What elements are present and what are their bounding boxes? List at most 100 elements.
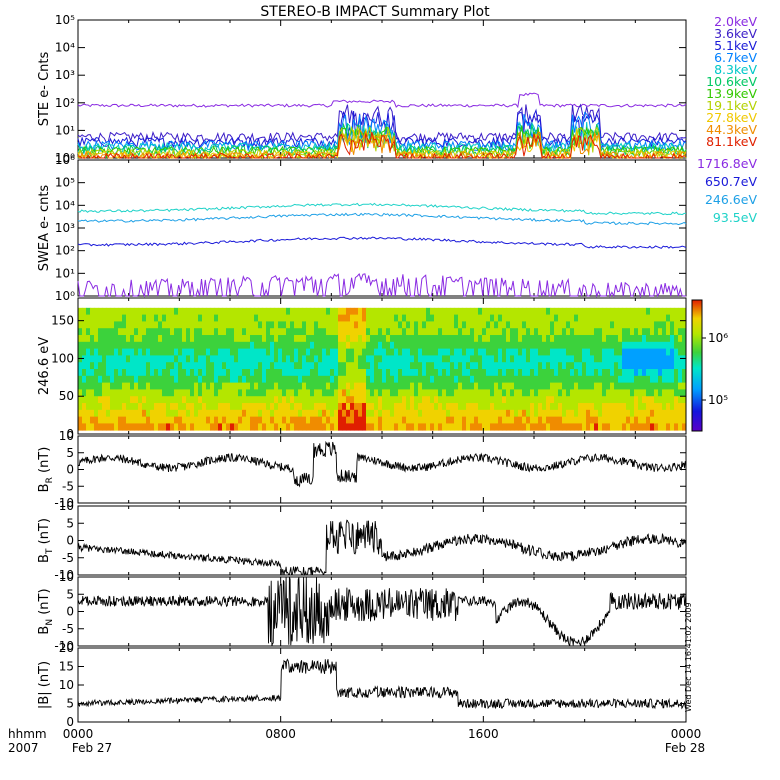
br-y-axis-label: BR (nT): [37, 447, 55, 493]
heatmap-cell: [482, 362, 487, 370]
heatmap-cell: [174, 375, 179, 384]
heatmap-cell: [230, 375, 235, 384]
heatmap-cell: [138, 416, 143, 424]
heatmap-cell: [358, 362, 363, 370]
heatmap-cell: [454, 321, 459, 329]
heatmap-cell: [626, 416, 631, 424]
heatmap-cell: [582, 403, 587, 411]
heatmap-cell: [402, 375, 407, 384]
heatmap-cell: [530, 335, 535, 343]
heatmap-cell: [102, 423, 107, 431]
heatmap-cell: [430, 355, 435, 363]
heatmap-cell: [182, 335, 187, 343]
heatmap-cell: [102, 335, 107, 343]
heatmap-cell: [182, 328, 187, 336]
heatmap-cell: [314, 375, 319, 384]
heatmap-cell: [626, 341, 631, 350]
heatmap-cell: [478, 341, 483, 350]
heatmap-cell: [430, 403, 435, 411]
heatmap-cell: [530, 382, 535, 390]
heatmap-cell: [466, 416, 471, 424]
heatmap-cell: [194, 307, 199, 316]
heatmap-cell: [370, 307, 375, 316]
heatmap-cell: [514, 362, 519, 370]
heatmap-cell: [170, 307, 175, 316]
heatmap-cell: [654, 375, 659, 384]
heatmap-cell: [610, 355, 615, 363]
heatmap-cell: [370, 396, 375, 404]
heatmap-cell: [314, 369, 319, 377]
heatmap-cell: [166, 403, 171, 411]
heatmap-cell: [486, 369, 491, 377]
heatmap-cell: [138, 409, 143, 418]
heatmap-cell: [654, 335, 659, 343]
heatmap-cell: [182, 341, 187, 350]
heatmap-cell: [506, 423, 511, 431]
heatmap-cell: [146, 348, 151, 356]
heatmap-cell: [78, 328, 83, 336]
heatmap-cell: [678, 396, 683, 404]
heatmap-cell: [86, 409, 91, 418]
heatmap-cell: [394, 403, 399, 411]
heatmap-cell: [142, 389, 147, 397]
heatmap-cell: [334, 375, 339, 384]
heatmap-cell: [442, 369, 447, 377]
heatmap-cell: [674, 321, 679, 329]
heatmap-cell: [642, 362, 647, 370]
heatmap-cell: [598, 423, 603, 431]
heatmap-cell: [430, 382, 435, 390]
heatmap-cell: [246, 307, 251, 316]
heatmap-cell: [570, 396, 575, 404]
heatmap-cell: [302, 389, 307, 397]
heatmap-cell: [342, 314, 347, 322]
heatmap-cell: [286, 314, 291, 322]
heatmap-cell: [90, 307, 95, 316]
heatmap-cell: [450, 382, 455, 390]
heatmap-cell: [642, 423, 647, 431]
heatmap-cell: [598, 382, 603, 390]
heatmap-cell: [566, 355, 571, 363]
heatmap-cell: [78, 355, 83, 363]
heatmap-cell: [418, 328, 423, 336]
heatmap-cell: [394, 409, 399, 418]
heatmap-cell: [362, 416, 367, 424]
heatmap-cell: [290, 321, 295, 329]
heatmap-cell: [590, 423, 595, 431]
heatmap-cell: [614, 382, 619, 390]
heatmap-cell: [502, 321, 507, 329]
heatmap-cell: [678, 375, 683, 384]
heatmap-cell: [550, 362, 555, 370]
heatmap-cell: [594, 389, 599, 397]
heatmap-cell: [178, 416, 183, 424]
heatmap-cell: [654, 348, 659, 356]
heatmap-cell: [150, 369, 155, 377]
heatmap-cell: [254, 348, 259, 356]
heatmap-cell: [406, 328, 411, 336]
heatmap-cell: [138, 375, 143, 384]
heatmap-cell: [622, 307, 627, 316]
heatmap-cell: [350, 314, 355, 322]
heatmap-cell: [558, 416, 563, 424]
heatmap-cell: [522, 369, 527, 377]
heatmap-cell: [614, 335, 619, 343]
heatmap-cell: [202, 403, 207, 411]
heatmap-cell: [214, 328, 219, 336]
heatmap-cell: [106, 335, 111, 343]
heatmap-cell: [542, 341, 547, 350]
heatmap-cell: [414, 389, 419, 397]
heatmap-cell: [282, 375, 287, 384]
heatmap-cell: [266, 409, 271, 418]
heatmap-cell: [482, 423, 487, 431]
heatmap-cell: [242, 307, 247, 316]
heatmap-cell: [678, 328, 683, 336]
heatmap-cell: [262, 369, 267, 377]
heatmap-cell: [630, 355, 635, 363]
heatmap-cell: [614, 314, 619, 322]
heatmap-cell: [386, 375, 391, 384]
heatmap-cell: [194, 423, 199, 431]
heatmap-cell: [658, 355, 663, 363]
heatmap-cell: [622, 314, 627, 322]
heatmap-cell: [366, 321, 371, 329]
heatmap-cell: [430, 369, 435, 377]
heatmap-cell: [338, 348, 343, 356]
